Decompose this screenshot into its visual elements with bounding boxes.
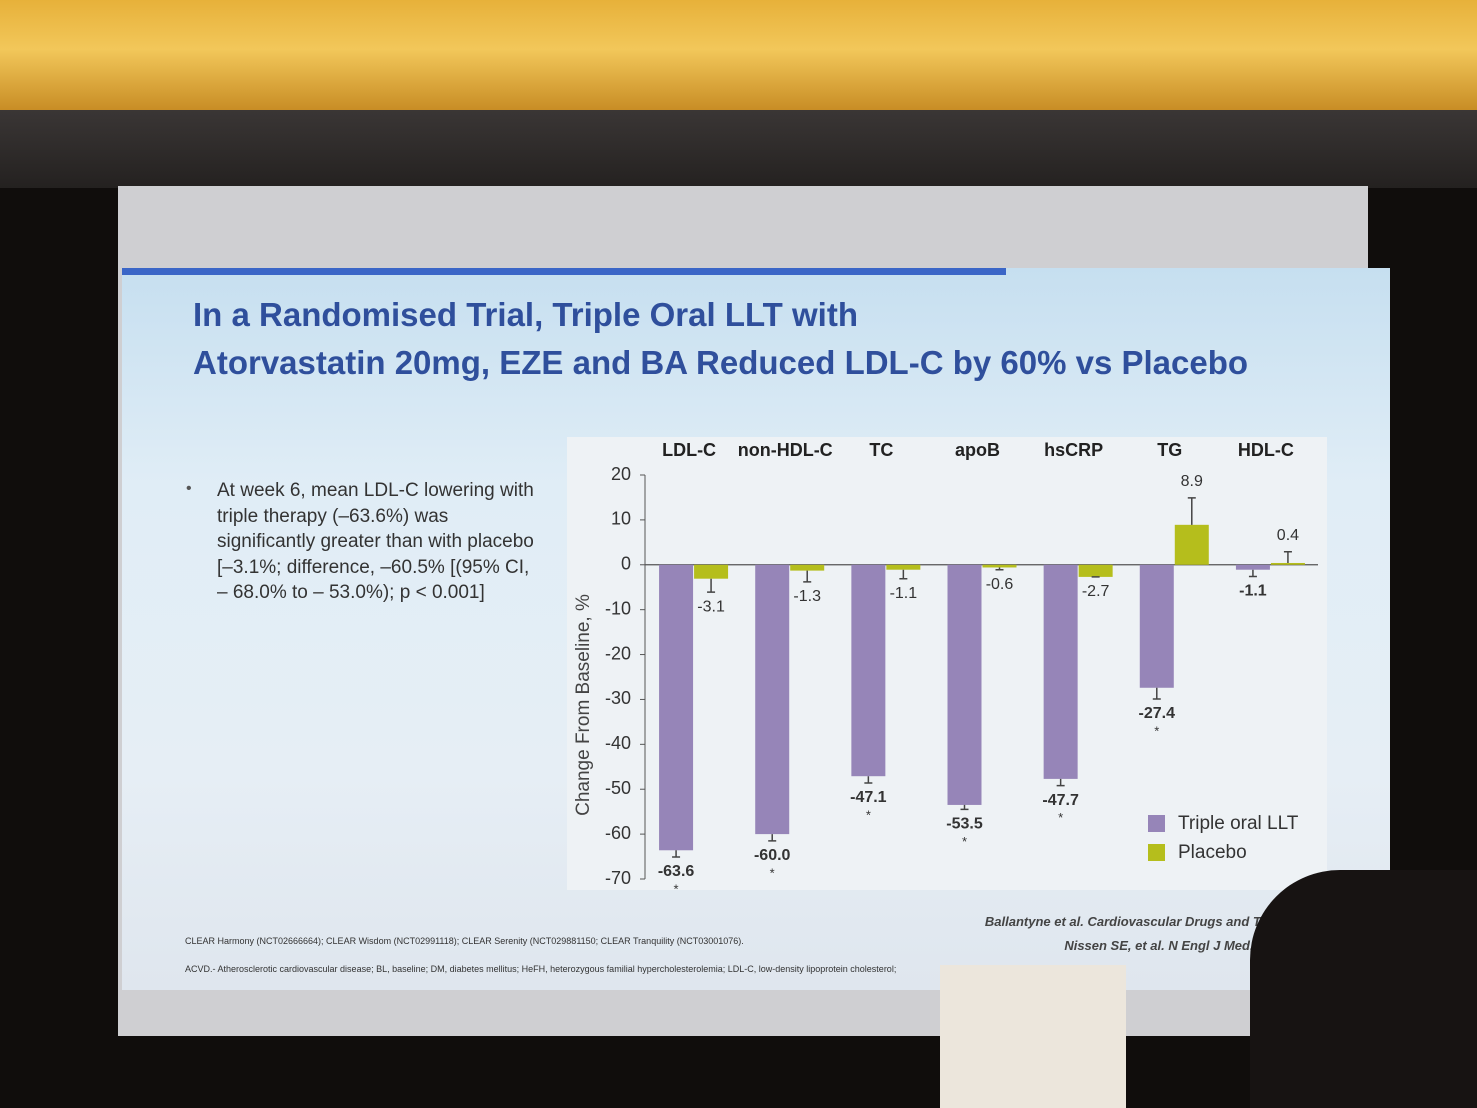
value-label: -1.3: [793, 588, 821, 605]
value-label: -47.7: [1042, 792, 1079, 809]
y-tick-label: -40: [605, 733, 631, 753]
significance-marker: *: [866, 807, 871, 822]
bar: [1174, 524, 1209, 565]
bar: [886, 564, 921, 570]
y-tick-label: 10: [611, 509, 631, 529]
value-label: -47.1: [850, 789, 887, 806]
chart-panel: [567, 437, 1327, 890]
slide-title: In a Randomised Trial, Triple Oral LLT w…: [193, 296, 858, 333]
legend-swatch: [1148, 815, 1165, 832]
error-bar: [672, 850, 681, 858]
value-label: -53.5: [946, 816, 983, 833]
significance-marker: *: [1058, 810, 1063, 825]
y-axis-label: Change From Baseline, %: [573, 594, 594, 816]
value-label: -1.1: [1239, 583, 1267, 600]
significance-marker: *: [962, 834, 967, 849]
y-tick-label: 20: [611, 464, 631, 484]
category-label: hsCRP: [1044, 440, 1103, 460]
category-label: apoB: [955, 440, 1000, 460]
legend-label: Triple oral LLT: [1178, 813, 1299, 834]
y-tick-label: -10: [605, 598, 631, 618]
significance-marker: *: [1154, 723, 1159, 738]
significance-marker: *: [674, 881, 679, 896]
bar: [755, 564, 790, 835]
category-label: TC: [869, 440, 893, 460]
error-bar: [1187, 497, 1196, 525]
bar: [1043, 564, 1078, 779]
y-tick-label: -70: [605, 868, 631, 888]
bullet-dot: •: [186, 480, 192, 497]
slide-bar: [122, 268, 1006, 275]
value-label: -1.1: [890, 585, 918, 602]
error-bar: [1056, 778, 1065, 787]
error-bar: [1248, 569, 1257, 578]
significance-marker: *: [770, 865, 775, 880]
value-label: -60.0: [754, 847, 791, 864]
bar: [790, 564, 825, 571]
category-label: LDL-C: [662, 440, 716, 460]
y-tick-label: 0: [621, 554, 631, 574]
error-bar: [1152, 687, 1161, 700]
bar: [947, 564, 982, 805]
value-label: -63.6: [658, 863, 695, 880]
value-label: -2.7: [1082, 583, 1110, 600]
bar: [1235, 564, 1270, 570]
beam: [0, 110, 1477, 188]
bar: [982, 564, 1017, 568]
error-bar: [960, 804, 969, 811]
footnote: CLEAR Harmony (NCT02666664); CLEAR Wisdo…: [185, 936, 744, 946]
category-label: TG: [1157, 440, 1182, 460]
error-bar: [864, 776, 873, 784]
bar: [659, 564, 694, 851]
value-label: 8.9: [1181, 473, 1203, 490]
bar: [851, 564, 886, 777]
y-tick-label: -60: [605, 823, 631, 843]
error-bar: [768, 834, 777, 842]
menu-card: [940, 965, 1126, 1108]
ceiling: [0, 0, 1477, 110]
y-tick-label: -50: [605, 778, 631, 798]
person: [1250, 870, 1477, 1108]
bullet-text: At week 6, mean LDL-C lowering with trip…: [217, 480, 534, 603]
footnote: ACVD.- Atherosclerotic cardiovascular di…: [185, 964, 897, 974]
bar: [1270, 562, 1305, 565]
category-label: HDL-C: [1238, 440, 1294, 460]
error-bar: [995, 567, 1004, 571]
error-bar: [899, 569, 908, 580]
legend-label: Placebo: [1178, 842, 1247, 863]
value-label: -0.6: [986, 576, 1014, 593]
y-tick-label: -20: [605, 643, 631, 663]
value-label: -3.1: [697, 598, 725, 615]
bar: [1078, 564, 1113, 577]
bar: [1139, 564, 1174, 688]
error-bar: [1283, 551, 1292, 563]
value-label: -27.4: [1139, 705, 1176, 722]
error-bar: [707, 578, 716, 593]
legend-swatch: [1148, 844, 1165, 861]
y-tick-label: -30: [605, 688, 631, 708]
error-bar: [803, 570, 812, 583]
slide-title: Atorvastatin 20mg, EZE and BA Reduced LD…: [193, 344, 1249, 381]
category-label: non-HDL-C: [738, 440, 833, 460]
value-label: 0.4: [1277, 527, 1299, 544]
bar: [694, 564, 729, 579]
